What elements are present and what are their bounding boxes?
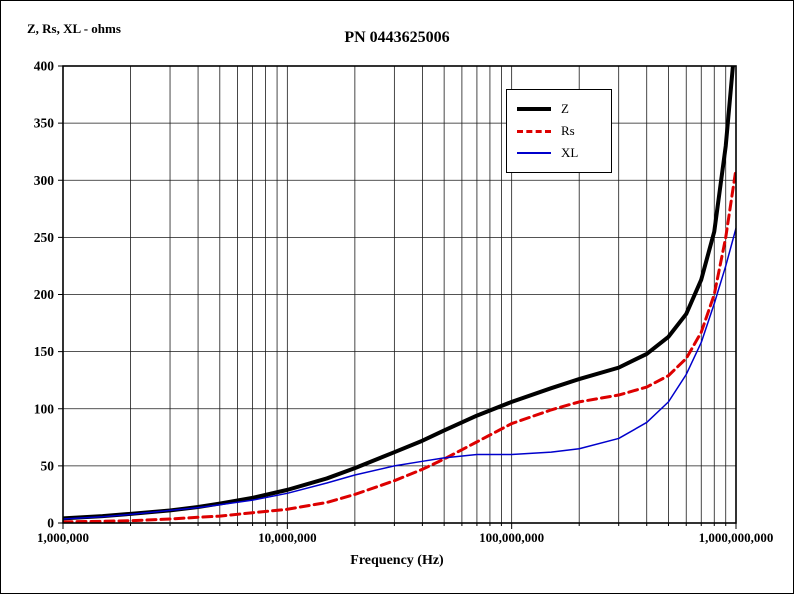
chart-title: PN 0443625006 xyxy=(344,29,450,46)
y-tick-label: 150 xyxy=(34,344,55,359)
legend-item-rs: Rs xyxy=(517,120,601,142)
legend-line-sample-xl xyxy=(517,152,551,154)
x-axis-title: Frequency (Hz) xyxy=(350,553,444,568)
y-axis-title: Z, Rs, XL - ohms xyxy=(27,21,121,36)
x-tick-label: 1,000,000,000 xyxy=(699,530,774,545)
y-tick-label: 300 xyxy=(34,173,55,188)
y-tick-label: 350 xyxy=(34,116,55,131)
plot-border xyxy=(62,65,737,524)
series-line-xl xyxy=(63,227,736,520)
y-tick-label: 50 xyxy=(41,458,55,473)
legend-label-rs: Rs xyxy=(561,123,575,138)
legend-item-z: Z xyxy=(517,98,601,120)
y-tick-label: 0 xyxy=(47,516,54,531)
y-tick-label: 400 xyxy=(34,59,55,74)
x-tick-label: 100,000,000 xyxy=(479,530,544,545)
legend-label-z: Z xyxy=(561,101,569,116)
y-tick-label: 200 xyxy=(34,287,55,302)
legend-item-xl: XL xyxy=(517,142,601,164)
legend-label-xl: XL xyxy=(561,145,579,160)
legend-line-sample-z xyxy=(517,107,551,111)
y-tick-label: 100 xyxy=(34,401,55,416)
series-line-rs xyxy=(63,167,736,523)
legend-line-sample-rs xyxy=(517,129,551,133)
legend: Z Rs XL xyxy=(506,89,612,173)
series-line-z xyxy=(63,66,735,521)
y-tick-label: 250 xyxy=(34,230,55,245)
x-tick-label: 10,000,000 xyxy=(258,530,317,545)
x-tick-label: 1,000,000 xyxy=(37,530,89,545)
